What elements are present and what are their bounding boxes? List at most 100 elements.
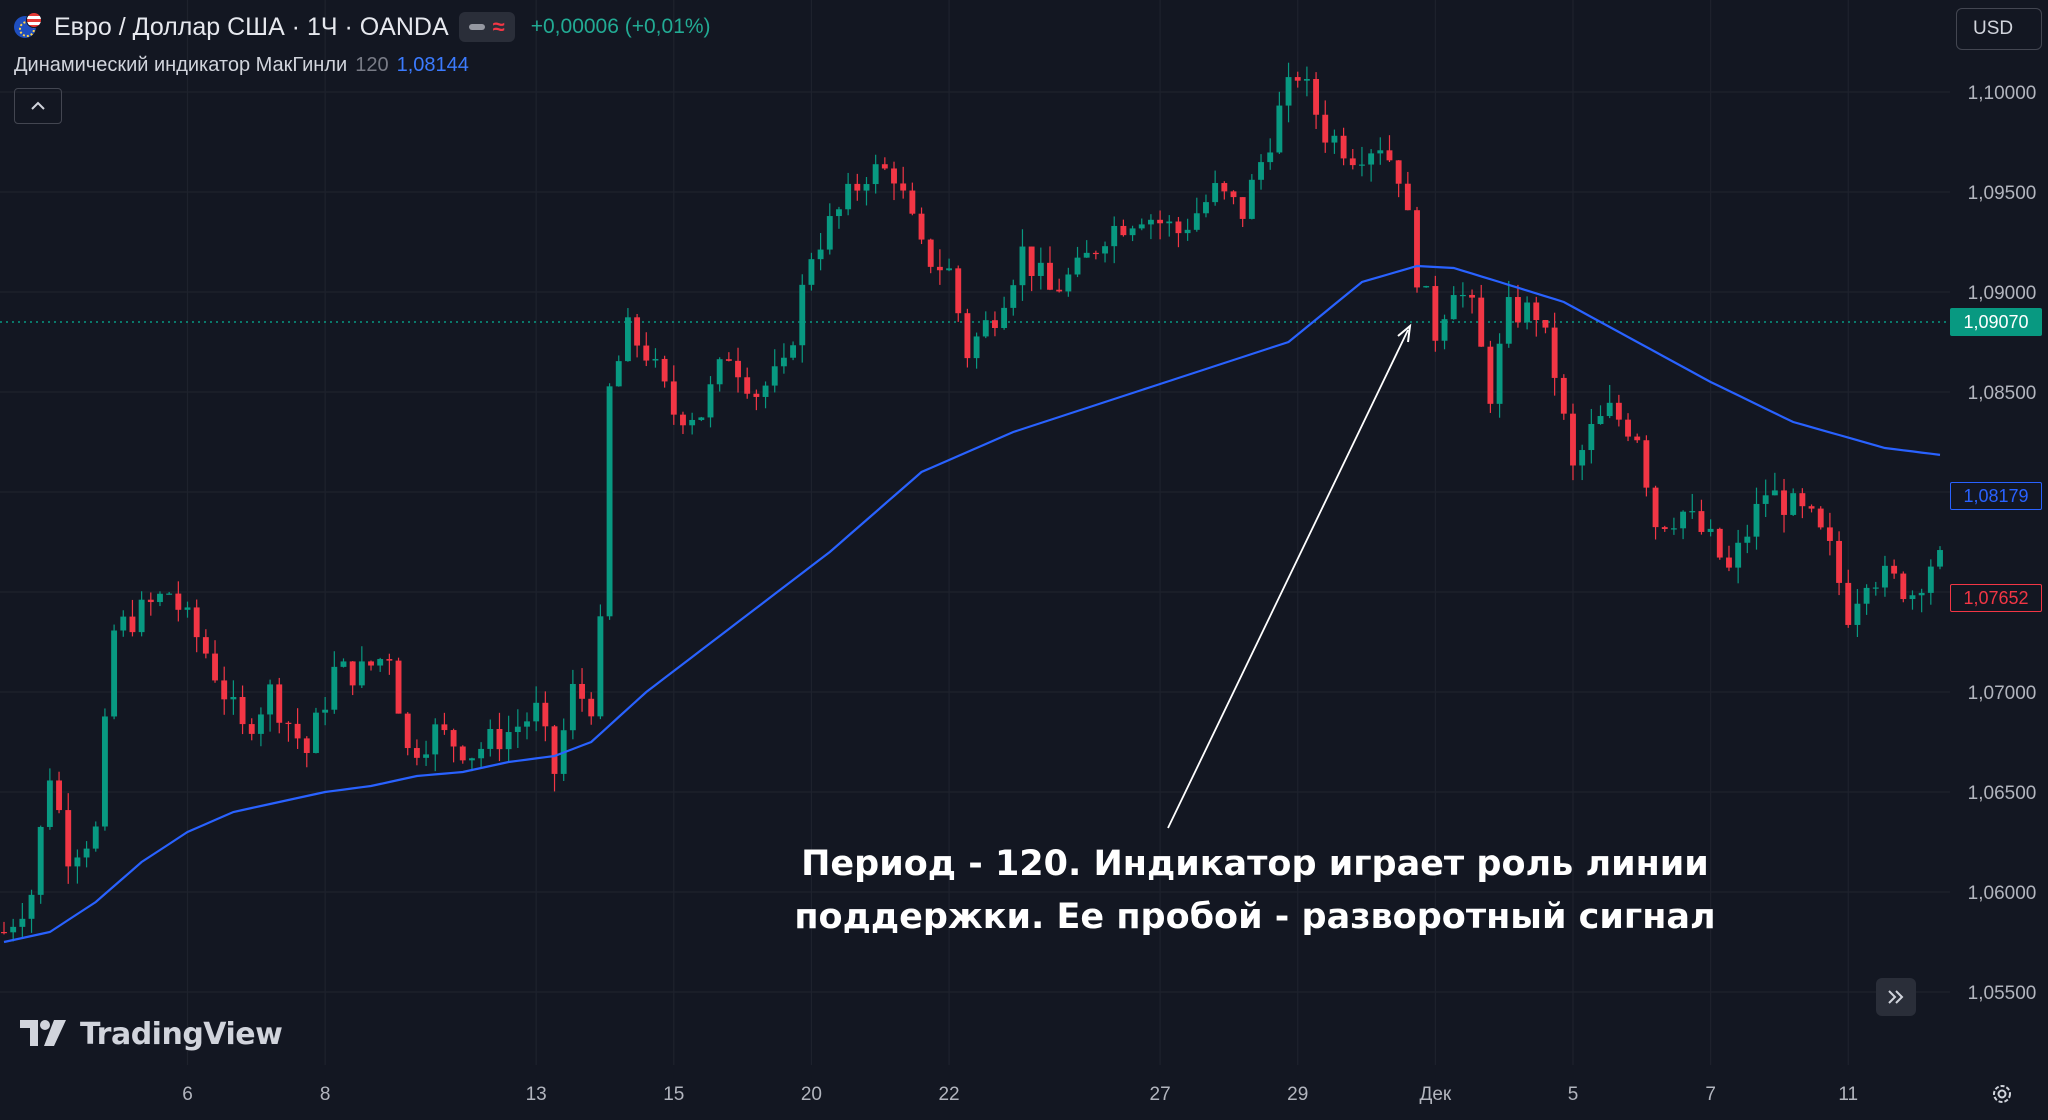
candle-up [1450, 295, 1457, 320]
x-tick-label: 6 [182, 1084, 193, 1105]
currency-button[interactable]: USD [1956, 8, 2042, 50]
x-tick-label: 20 [801, 1084, 822, 1105]
candle-down [1615, 402, 1622, 420]
candle-down [129, 616, 136, 633]
mcginley-dynamic-line [3, 264, 1941, 944]
last-price-label: 1,07652 [1950, 584, 2042, 612]
candle-down [680, 414, 686, 426]
indicator-name[interactable]: Динамический индикатор МакГинли [14, 54, 348, 76]
candle-down [248, 724, 255, 734]
x-tick-label: 5 [1568, 1084, 1579, 1105]
candle-down [441, 724, 448, 731]
candle-down [735, 360, 741, 378]
candle-down [303, 738, 310, 753]
y-tick-label: 1,07000 [1968, 683, 2037, 704]
candle-up [432, 724, 439, 755]
y-tick-label: 1,05500 [1968, 983, 2037, 1004]
candle-down [1047, 262, 1053, 290]
scroll-to-realtime-button[interactable] [1876, 978, 1916, 1016]
wave-icon: ≈ [492, 14, 505, 39]
candle-down [294, 723, 301, 739]
candle-up [1285, 77, 1292, 106]
candle-down [634, 317, 641, 346]
indicator-value: 1,08144 [396, 54, 469, 76]
candle-down [450, 730, 457, 747]
candle-down [1414, 210, 1420, 288]
candle-down [670, 381, 677, 415]
candle-up [1111, 225, 1118, 247]
candle-up [1707, 528, 1714, 532]
candle-up [569, 683, 576, 731]
collapse-legend-button[interactable] [14, 88, 62, 124]
candle-down [1726, 557, 1732, 568]
candle-up [469, 758, 475, 761]
candle-down [542, 702, 549, 727]
indicator-price-label: 1,08179 [1950, 482, 2042, 510]
x-tick-label: 7 [1705, 1084, 1716, 1105]
candle-up [698, 417, 705, 420]
candle-up [1771, 490, 1778, 496]
candle-down [1340, 135, 1347, 159]
annotation-arrow-line [1167, 329, 1409, 829]
chart-settings-button[interactable] [1986, 1078, 2018, 1110]
candle-up [982, 320, 989, 337]
candle-down [1404, 183, 1411, 211]
indicator-legend[interactable]: Динамический индикатор МакГинли 120 1,08… [14, 54, 469, 77]
candle-up [111, 630, 118, 717]
candle-up [1459, 294, 1466, 297]
candle-up [28, 894, 35, 919]
annotation-arrow-head [1397, 323, 1412, 343]
candle-up [790, 345, 797, 358]
x-tick-label: 8 [320, 1084, 331, 1105]
candle-down [992, 320, 998, 328]
candle-up [863, 184, 870, 191]
candle-down [175, 593, 182, 610]
tradingview-logo[interactable]: TradingView [20, 1016, 283, 1052]
annotation-line-1: Период - 120. Индикатор играет роль лини… [801, 844, 1709, 884]
candle-down [193, 607, 200, 638]
candle-up [1377, 150, 1384, 154]
candle-down [1634, 436, 1641, 441]
symbol-title[interactable]: Евро / Доллар США · 1Ч · OANDA [54, 12, 449, 41]
candle-down [588, 698, 595, 717]
price-change: +0,00006 (+0,01%) [530, 15, 711, 38]
candle-down [1808, 506, 1815, 509]
candlestick-series [1, 62, 1943, 942]
candle-up [1606, 402, 1613, 417]
current-price-label: 1,09070 [1950, 308, 2042, 336]
candle-down [1469, 294, 1475, 298]
x-tick-label: 22 [938, 1084, 959, 1105]
candle-down [854, 183, 861, 191]
candle-up [19, 918, 26, 927]
candle-down [661, 358, 668, 382]
candle-up [780, 357, 787, 367]
candle-down [349, 661, 356, 686]
candle-down [753, 393, 760, 397]
candle-up [1597, 416, 1604, 424]
candle-down [1349, 158, 1356, 166]
candle-up [267, 684, 274, 715]
candle-down [1175, 221, 1182, 234]
candle-up [1267, 152, 1274, 163]
y-axis-ticks: 1,100001,095001,090001,085001,080001,075… [1968, 83, 2037, 1004]
double-chevron-right-icon [1888, 990, 1904, 1004]
candle-down [551, 726, 558, 774]
chart-style-pill[interactable]: ≈ [458, 12, 515, 42]
candle-down [496, 729, 503, 750]
candle-down [1092, 252, 1099, 255]
candle-down [1661, 527, 1668, 530]
x-tick-label: 11 [1838, 1084, 1858, 1105]
candle-down [1542, 320, 1549, 328]
candle-down [1313, 79, 1320, 115]
candle-up [1927, 566, 1934, 593]
candle-down [1560, 377, 1567, 414]
candle-up [166, 593, 173, 595]
candle-up [1010, 285, 1017, 308]
gear-icon [1993, 1085, 2011, 1103]
candle-down [1817, 508, 1824, 528]
candle-down [1781, 490, 1787, 515]
candle-up [1001, 307, 1008, 328]
candle-down [147, 599, 154, 603]
candle-down [909, 190, 916, 214]
